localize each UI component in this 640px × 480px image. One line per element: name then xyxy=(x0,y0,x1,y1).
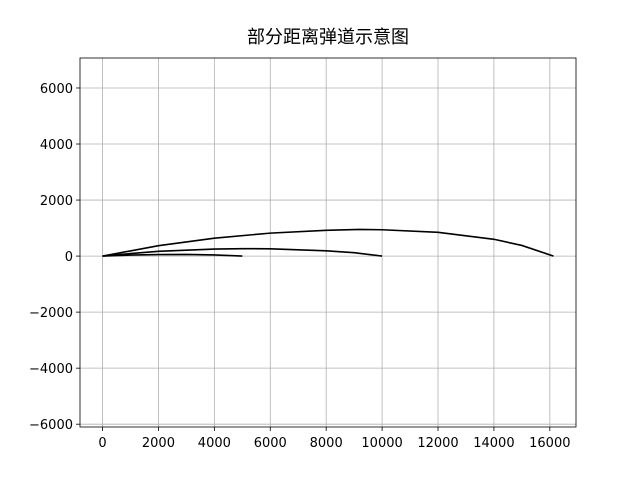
x-tick-label: 8000 xyxy=(310,436,343,451)
trajectory-line xyxy=(102,228,554,257)
x-tick-label: 2000 xyxy=(142,436,175,451)
x-tick-label: 0 xyxy=(98,436,106,451)
x-tick-label: 16000 xyxy=(529,436,570,451)
y-tick-label: −2000 xyxy=(29,306,73,321)
chart-title: 部分距离弹道示意图 xyxy=(247,27,409,48)
x-tick-label: 10000 xyxy=(361,436,402,451)
y-tick-label: 0 xyxy=(65,250,73,265)
y-tick-label: 2000 xyxy=(40,194,73,209)
x-tick-label: 6000 xyxy=(254,436,287,451)
y-tick-label: −4000 xyxy=(29,362,73,377)
x-tick-label: 12000 xyxy=(417,436,458,451)
trajectory-line xyxy=(102,253,243,257)
trajectory-line xyxy=(102,247,383,257)
y-tick-label: −6000 xyxy=(29,418,73,433)
y-tick-label: 6000 xyxy=(40,82,73,97)
x-tick-label: 4000 xyxy=(198,436,231,451)
x-tick-label: 14000 xyxy=(473,436,514,451)
plot-frame xyxy=(79,57,577,428)
y-tick-label: 4000 xyxy=(40,138,73,153)
